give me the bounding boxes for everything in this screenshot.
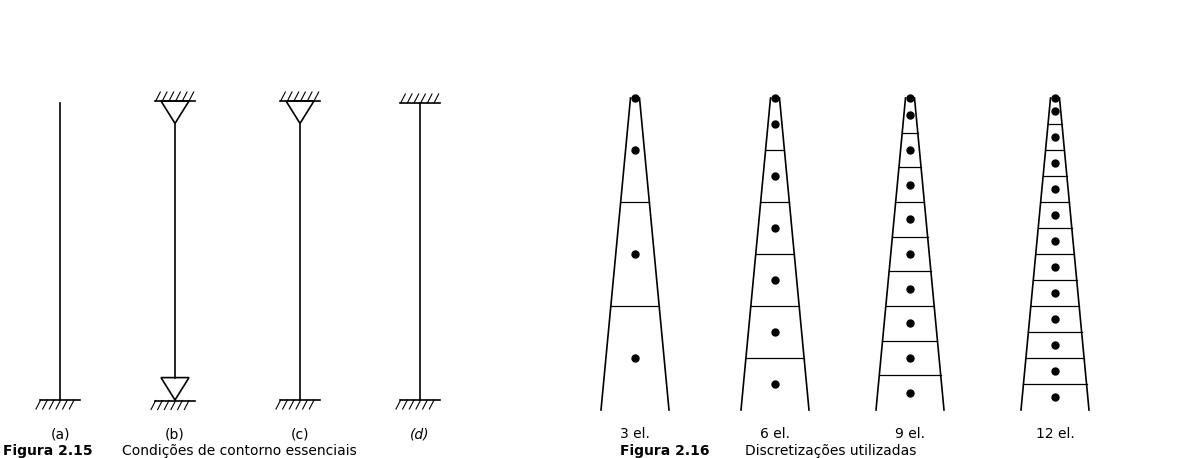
Text: (b): (b) (166, 427, 185, 441)
Text: Condições de contorno essenciais: Condições de contorno essenciais (122, 444, 357, 458)
Text: (d): (d) (411, 427, 429, 441)
Text: 12 el.: 12 el. (1035, 427, 1074, 441)
Text: Discretizações utilizadas: Discretizações utilizadas (745, 444, 917, 458)
Text: (a): (a) (50, 427, 70, 441)
Text: Figura 2.15: Figura 2.15 (4, 444, 92, 458)
Text: Figura 2.16: Figura 2.16 (620, 444, 710, 458)
Text: (c): (c) (291, 427, 309, 441)
Text: 3 el.: 3 el. (620, 427, 649, 441)
Text: 9 el.: 9 el. (896, 427, 925, 441)
Text: 6 el.: 6 el. (759, 427, 790, 441)
